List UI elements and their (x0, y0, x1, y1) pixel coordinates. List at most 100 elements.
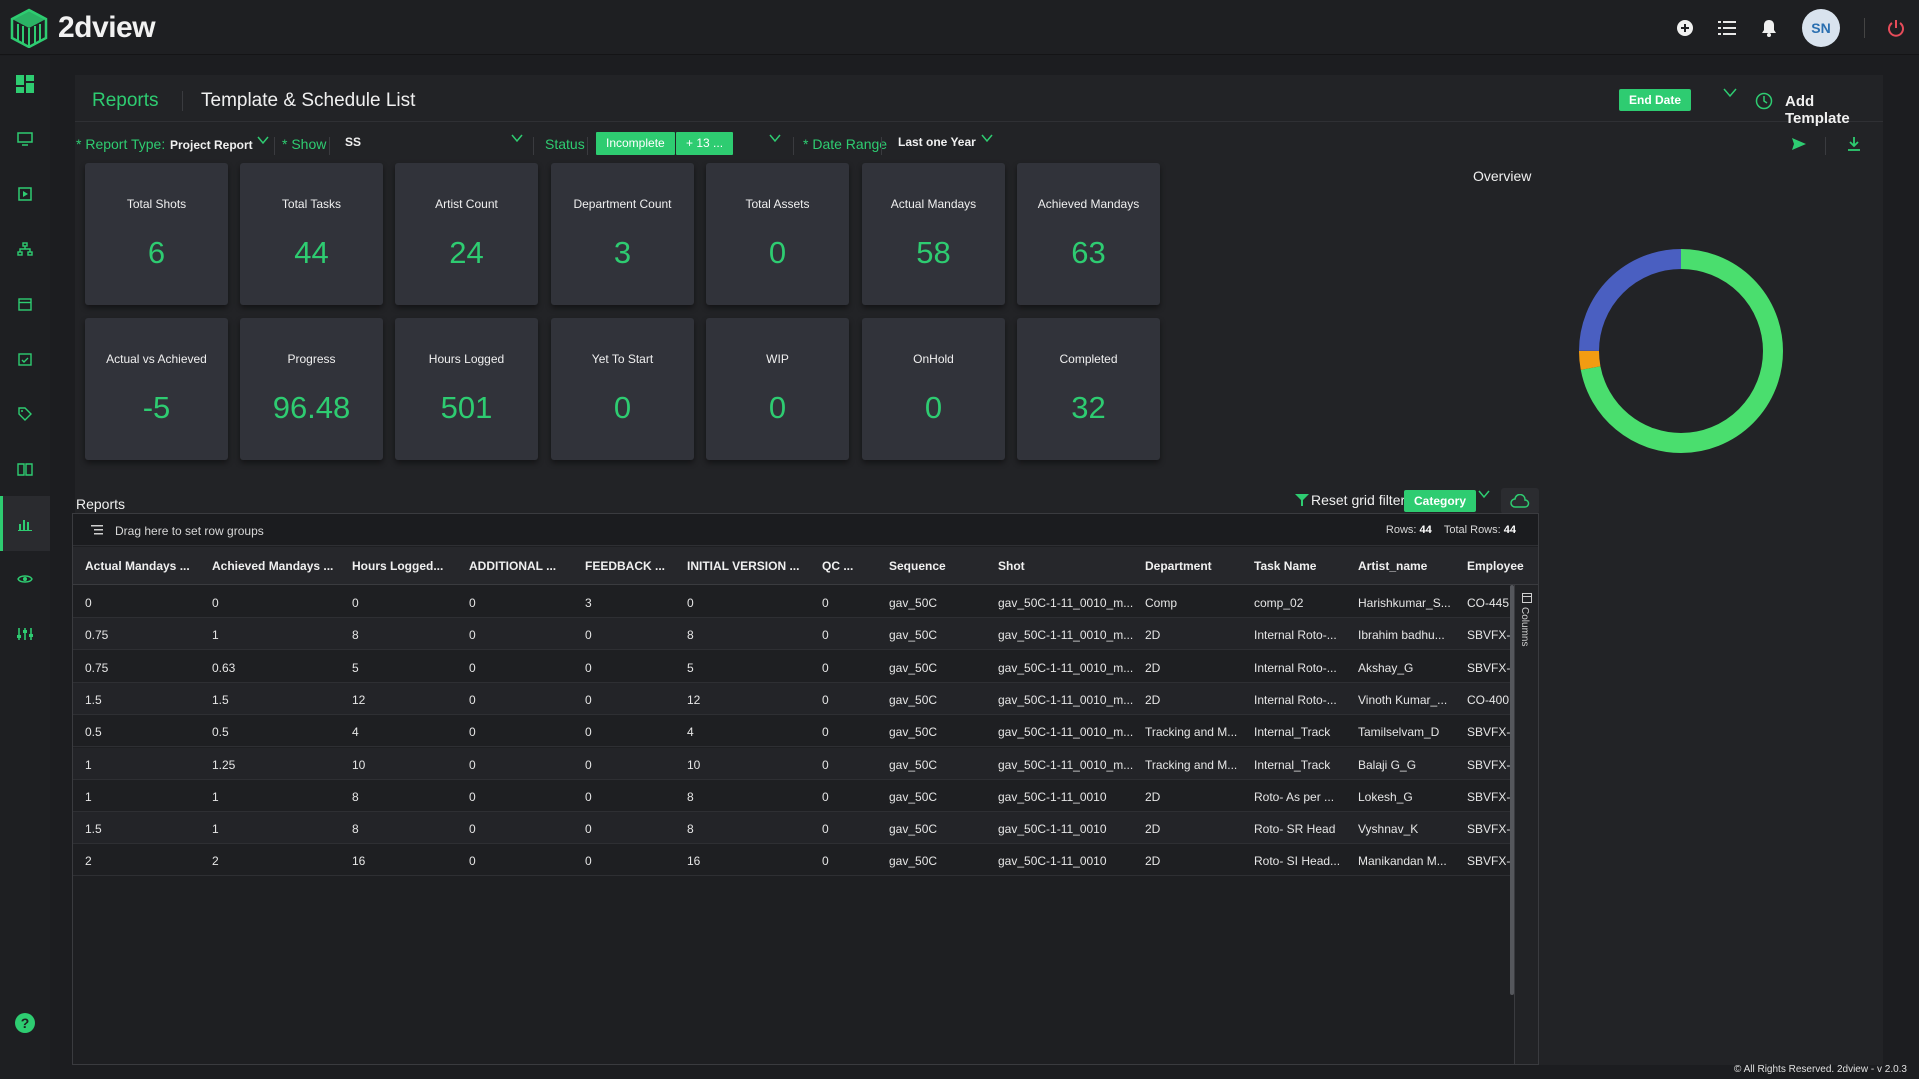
tab-reports[interactable]: Reports (92, 90, 159, 111)
report-type-select[interactable]: Project Report (170, 138, 253, 152)
column-header[interactable]: Sequence (889, 559, 946, 573)
table-row[interactable]: 1 1.25 10 0 0 10 0 gav_50C gav_50C-1-11_0010_m..… (73, 747, 1538, 780)
overview-label: Overview (1473, 168, 1532, 184)
add-circle-icon[interactable] (1664, 7, 1706, 49)
bell-icon[interactable] (1748, 7, 1790, 49)
column-header[interactable]: Employee (1467, 559, 1524, 573)
clock-icon[interactable] (1755, 92, 1773, 110)
chevron-down-icon[interactable] (1722, 87, 1738, 99)
column-header[interactable]: Actual Mandays ... (85, 559, 190, 573)
table-cell: 8 (687, 822, 694, 837)
grid-section-title: Reports (76, 496, 126, 512)
column-header[interactable]: Shot (998, 559, 1025, 573)
add-template-button[interactable]: Add Template (1785, 93, 1850, 127)
sidebar-item-docs[interactable] (0, 441, 50, 496)
divider (329, 137, 330, 155)
column-header[interactable]: QC ... (822, 559, 854, 573)
stat-card-title: Department Count (573, 197, 672, 211)
sidebar-item-hierarchy[interactable] (0, 221, 50, 276)
category-button[interactable]: Category (1404, 490, 1477, 512)
sidebar-item-calendar[interactable] (0, 276, 50, 331)
status-chip-incomplete[interactable]: Incomplete (596, 132, 675, 155)
send-icon[interactable] (1791, 137, 1807, 151)
table-cell: 0 (585, 789, 592, 804)
stat-card-value: 63 (1071, 235, 1106, 270)
column-header[interactable]: Achieved Mandays ... (212, 559, 334, 573)
chevron-down-icon[interactable] (1477, 487, 1491, 501)
end-date-button[interactable]: End Date (1619, 89, 1692, 111)
chevron-down-icon[interactable] (510, 131, 524, 145)
table-row[interactable]: 0.75 1 8 0 0 8 0 gav_50C gav_50C-1-11_0010_m... 2… (73, 618, 1538, 651)
sidebar-item-schedule[interactable] (0, 331, 50, 386)
table-cell: comp_02 (1254, 596, 1304, 610)
table-cell: 2D (1145, 692, 1161, 707)
stat-card-title: OnHold (913, 352, 954, 366)
sidebar-item-tags[interactable] (0, 386, 50, 441)
table-cell: 16 (687, 854, 701, 869)
status-more-chip[interactable]: + 13 ... (676, 132, 734, 155)
table-cell: 3 (585, 596, 592, 610)
table-cell: Roto- SR Head (1254, 822, 1336, 837)
divider (793, 137, 794, 155)
sidebar-item-settings[interactable] (0, 606, 50, 661)
table-row[interactable]: 0.75 0.63 5 0 0 5 0 gav_50C gav_50C-1-11_0010_m.… (73, 650, 1538, 683)
vertical-scrollbar[interactable] (1510, 585, 1514, 995)
sidebar-item-review[interactable] (0, 551, 50, 606)
table-row[interactable]: 0.5 0.5 4 0 0 4 0 gav_50C gav_50C-1-11_0010_m...… (73, 715, 1538, 748)
table-cell: 10 (687, 757, 701, 772)
donut-slice-2[interactable] (1579, 249, 1783, 453)
column-header[interactable]: Hours Logged... (352, 559, 444, 573)
sidebar-item-monitor[interactable] (0, 111, 50, 166)
column-header[interactable]: Artist_name (1358, 559, 1428, 573)
reset-grid-filter-button[interactable]: Reset grid filter (1295, 492, 1405, 508)
table-row[interactable]: 1.5 1.5 12 0 0 12 0 gav_50C gav_50C-1-11_0010_m.… (73, 682, 1538, 715)
report-type-label: * Report Type: (76, 136, 166, 152)
help-icon[interactable]: ? (15, 1013, 35, 1033)
download-icon[interactable] (1847, 136, 1861, 152)
list-icon[interactable] (1706, 7, 1748, 49)
table-cell: 0 (469, 660, 476, 675)
stat-card-value: 3 (613, 235, 632, 270)
chevron-down-icon[interactable] (256, 133, 270, 147)
table-cell: 0 (585, 725, 592, 740)
table-row[interactable]: 1.5 1 8 0 0 8 0 gav_50C gav_50C-1-11_0010 2D Roto-… (73, 812, 1538, 845)
power-icon[interactable] (1875, 7, 1917, 49)
table-cell: 0 (822, 822, 829, 837)
chevron-down-icon[interactable] (768, 131, 782, 145)
column-header[interactable]: ADDITIONAL ... (469, 559, 557, 573)
table-cell: Akshay_G (1358, 660, 1414, 675)
sidebar-item-media[interactable] (0, 166, 50, 221)
cloud-button[interactable] (1501, 488, 1539, 514)
table-cell: 0 (585, 757, 592, 772)
sidebar-item-reports[interactable] (0, 496, 50, 551)
top-bar: 2dview SN (0, 0, 1919, 55)
tab-template-schedule[interactable]: Template & Schedule List (201, 90, 416, 111)
stat-card-title: Actual vs Achieved (106, 352, 207, 366)
column-header[interactable]: FEEDBACK ... (585, 559, 666, 573)
columns-side-panel[interactable]: Columns (1514, 585, 1538, 1064)
table-cell: Tracking and M... (1145, 757, 1238, 772)
table-row[interactable]: 0 0 0 0 3 0 0 gav_50C gav_50C-1-11_0010_m... Comp… (73, 586, 1538, 618)
sidebar-item-dashboard[interactable] (0, 56, 50, 111)
date-range-select[interactable]: Last one Year (898, 135, 976, 149)
table-cell: Vyshnav_K (1358, 822, 1419, 837)
table-row[interactable]: 2 2 16 0 0 16 0 gav_50C gav_50C-1-11_0010 2D Roto-… (73, 844, 1538, 877)
table-cell: 0 (585, 660, 592, 675)
table-header: Actual Mandays ... Achieved Mandays ... Ho… (73, 547, 1538, 585)
table-row[interactable]: 1 1 8 0 0 8 0 gav_50C gav_50C-1-11_0010 2D Roto- A… (73, 779, 1538, 812)
chevron-down-icon[interactable] (980, 131, 994, 145)
table-cell: gav_50C (889, 789, 938, 804)
table-cell: gav_50C (889, 596, 938, 610)
column-header[interactable]: Task Name (1254, 559, 1317, 573)
column-header[interactable]: INITIAL VERSION ... (687, 559, 800, 573)
table-cell: gav_50C-1-11_0010_m... (998, 725, 1134, 740)
show-select[interactable]: SS (345, 135, 362, 149)
donut-slice-1[interactable] (1579, 249, 1783, 453)
app-logo[interactable]: 2dview (10, 8, 156, 48)
column-header[interactable]: Department (1145, 559, 1212, 573)
table-cell: 0 (822, 628, 829, 643)
user-avatar[interactable]: SN (1802, 8, 1840, 47)
columns-panel-label: Columns (1519, 607, 1530, 647)
stat-card-value: 0 (924, 390, 943, 425)
row-group-panel[interactable]: Drag here to set row groups Rows: 44 Tot… (73, 514, 1538, 546)
